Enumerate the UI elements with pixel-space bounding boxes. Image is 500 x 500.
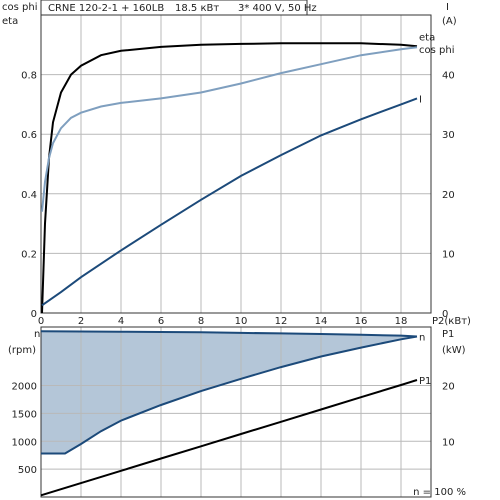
- bottom-plot-frame: [40, 326, 432, 498]
- bottom-y-right-tick-label: 10: [442, 437, 455, 448]
- supply-label: 3* 400 V, 50 Hz: [238, 3, 317, 14]
- top-y-left-axis-title: cos phi: [2, 2, 37, 13]
- series-line-n: [40, 330, 418, 338]
- bottom-y-left-tick-label: 2000: [12, 382, 37, 393]
- series-label-cos-phi: cos phi: [419, 45, 454, 56]
- series-line-P1: [40, 379, 418, 497]
- top-y-right-tick-label: 20: [442, 190, 455, 201]
- series-line-n-lower-bound: [41, 335, 418, 455]
- top-x-tick-label: 4: [118, 316, 124, 327]
- top-x-tick-label: 8: [198, 316, 204, 327]
- series-line-I: [41, 97, 418, 307]
- bottom-panel: 500 1000 1500 2000 10 20 n (rpm) P1 (kW) n P1 n = 10…: [8, 326, 466, 498]
- top-x-tick-label: 6: [158, 316, 164, 327]
- series-label-P1: P1: [419, 376, 431, 387]
- top-y-right-tick-label: 40: [442, 71, 455, 82]
- bottom-y-left-tick-label: 1000: [12, 437, 37, 448]
- top-x-tick-label: 16: [355, 316, 368, 327]
- speed-annotation: n = 100 %: [413, 487, 466, 498]
- series-line-cos-phi: [41, 46, 418, 212]
- top-y-left-tick-label: 0.6: [21, 130, 37, 141]
- top-y-right-tick-label: 10: [442, 249, 455, 260]
- bottom-y-left-axis-title: (rpm): [8, 345, 36, 356]
- top-y-right-tick-label: 0: [442, 309, 448, 320]
- operating-range-area: [41, 331, 417, 454]
- top-y-left-tick-label: 0.8: [21, 71, 37, 82]
- top-y-left-tick-label: 0.4: [21, 190, 37, 201]
- bottom-y-left-tick-label: 500: [18, 465, 37, 476]
- top-y-right-axis-title: I: [446, 2, 449, 13]
- series-line-eta: [41, 42, 418, 314]
- top-x-tick-label: 10: [235, 316, 248, 327]
- top-y-left-tick-label: 0.2: [21, 249, 37, 260]
- top-y-right-tick-label: 30: [442, 130, 455, 141]
- top-y-left-tick-label: 0: [31, 309, 37, 320]
- top-y-left-axis-title: eta: [2, 16, 18, 27]
- bottom-y-right-axis-title: P1: [442, 329, 454, 340]
- top-x-tick-label: 14: [315, 316, 328, 327]
- bottom-y-left-tick-label: 1500: [12, 409, 37, 420]
- top-x-tick-label: 0: [38, 316, 44, 327]
- top-x-axis-title: P2(кВт): [432, 316, 471, 327]
- series-label-eta: eta: [419, 32, 435, 43]
- power-label: 18.5 кВт: [175, 3, 219, 14]
- top-x-tick-label: 2: [78, 316, 84, 327]
- bottom-y-right-axis-title: (kW): [442, 345, 466, 356]
- top-x-tick-label: 18: [395, 316, 408, 327]
- top-panel: 0 2 4 6 8 10 12 14 16 18 0 0.2 0.4 0.6 0.8 0 10 20 30 40 cos…: [2, 2, 471, 327]
- top-x-tick-label: 12: [275, 316, 288, 327]
- bottom-y-right-tick-label: 20: [442, 382, 455, 393]
- top-plot-frame: [40, 14, 432, 314]
- series-label-I: I: [419, 94, 422, 105]
- bottom-y-left-axis-title: n: [34, 329, 40, 340]
- series-label-n: n: [419, 332, 425, 343]
- top-y-right-axis-title: (A): [442, 16, 457, 27]
- pump-model-label: CRNE 120-2-1 + 160LB: [48, 3, 164, 14]
